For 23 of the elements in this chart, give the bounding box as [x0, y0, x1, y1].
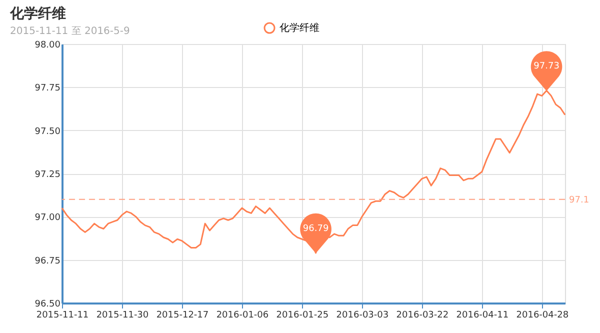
annotation: 97.73	[534, 62, 560, 72]
chart-title: 化学纤维	[9, 5, 66, 22]
y-tick-label: 97.75	[34, 84, 60, 94]
x-tick-label: 2016-01-25	[276, 310, 329, 320]
line-series	[61, 90, 566, 254]
y-tick-label: 97.50	[34, 126, 61, 137]
y-tick-label: 98.00	[34, 40, 61, 50]
ref-line-label: 97.1	[569, 195, 590, 206]
x-tick-label: 2015-12-17	[156, 310, 209, 320]
y-tick-label: 96.50	[34, 300, 61, 310]
x-tick-label: 2016-04-28	[516, 310, 569, 320]
x-tick-label: 2016-04-11	[456, 310, 509, 320]
y-tick-label: 97.25	[34, 170, 60, 180]
annotation: 96.79	[302, 224, 329, 234]
y-tick-label: 97.00	[34, 213, 61, 224]
y-tick-label: 96.75	[34, 256, 60, 266]
x-tick-label: 2015-11-11	[36, 310, 89, 320]
x-tick-label: 2015-11-30	[96, 310, 149, 320]
x-tick-label: 2016-03-03	[336, 310, 389, 320]
legend-label: 化学纤维	[280, 22, 320, 34]
chart-subtitle: 2015-11-11 至 2016-5-9	[10, 26, 130, 37]
x-tick-label: 2016-01-06	[216, 310, 269, 320]
x-tick-label: 2016-03-22	[396, 310, 449, 320]
